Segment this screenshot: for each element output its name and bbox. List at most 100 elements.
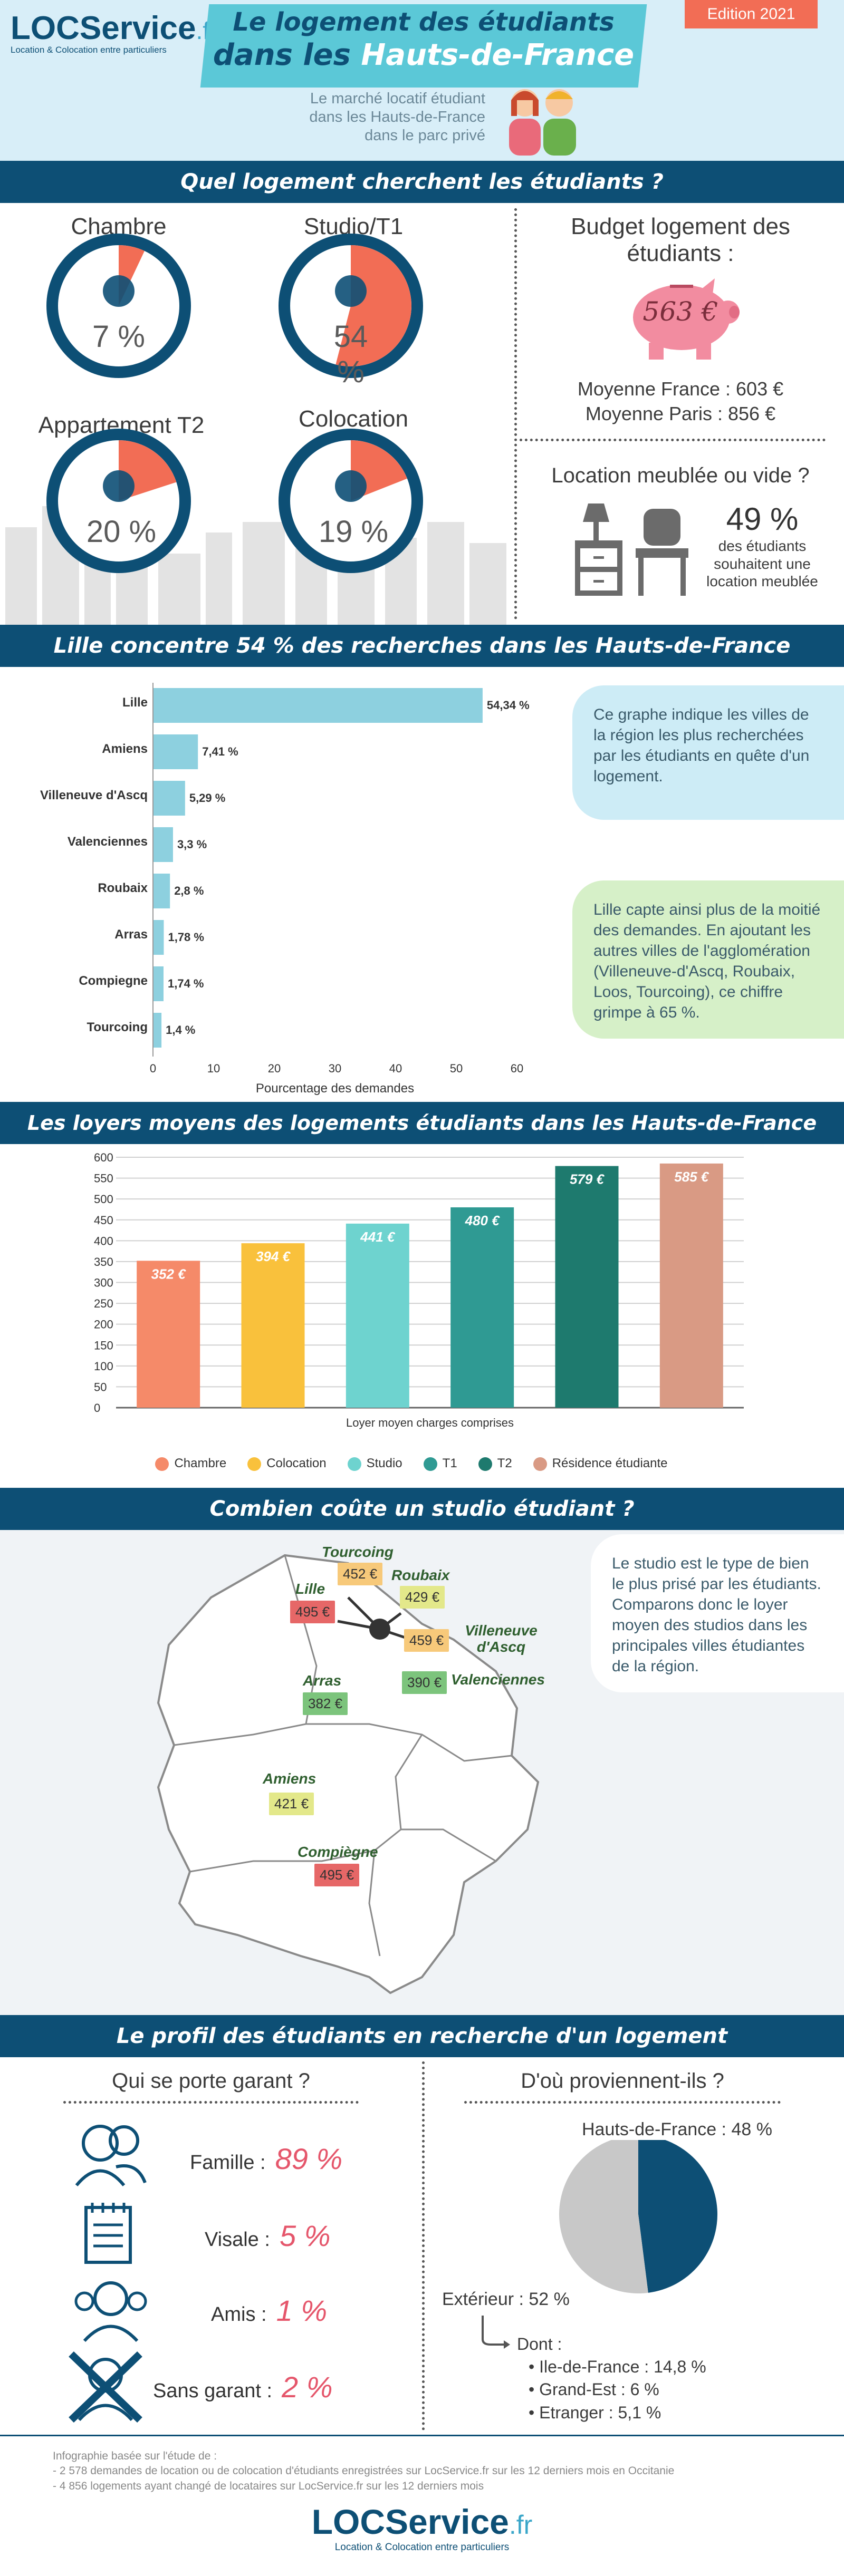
ring-icon-colocation (335, 470, 367, 502)
ring-icon-t2 (103, 470, 135, 502)
meuble-stat: 49 % des étudiants souhaitent une locati… (696, 501, 828, 590)
meuble-line3: location meublée (706, 573, 818, 590)
section4-note: Le studio est le type de bien le plus pr… (591, 1534, 844, 1692)
city-label-tourcoing: Tourcoing (322, 1544, 394, 1560)
hbar-category-label: Valenciennes (68, 835, 148, 849)
legend-swatch (347, 1457, 361, 1471)
moyenne-france: Moyenne France : 603 € (577, 378, 784, 400)
city-search-bar-chart: Lille 54,34 % Amiens 7,41 % Villeneuve d'Asc… (40, 683, 530, 1096)
origin-dont-item-1: • Ile-de-France : 14,8 % (529, 2357, 706, 2377)
hbar-x-tick: 50 (450, 1062, 463, 1075)
footer-logo[interactable]: LOCService.fr Location & Colocation entr… (0, 2502, 844, 2553)
legend-swatch (478, 1457, 492, 1471)
garant-value-sans: 2 % (282, 2370, 333, 2404)
hbar-bar (153, 874, 170, 908)
vbar-y-tick: 400 (94, 1234, 113, 1247)
garant-title: Qui se porte garant ? (112, 2069, 310, 2093)
section5-title: Le profil des étudiants en recherche d'u… (0, 2015, 844, 2057)
region-map (157, 1554, 540, 1994)
city-price-compiegne: 495 € (314, 1864, 360, 1886)
vbar-bar (659, 1163, 723, 1408)
vbar-x-axis-label: Loyer moyen charges comprises (346, 1416, 514, 1429)
edition-badge: Edition 2021 (685, 0, 818, 28)
type-label-colocation: Colocation (299, 406, 408, 432)
footer-logo-suffix: .fr (509, 2510, 533, 2540)
legend-label: Studio (366, 1456, 402, 1470)
garant-row-sans: Sans garant : 2 % (153, 2370, 333, 2404)
hbar-x-tick: 20 (268, 1062, 281, 1075)
vbar-y-tick: 550 (94, 1172, 113, 1185)
hbar-data-label: 5,29 % (189, 791, 226, 805)
origin-dont-label: Dont : (517, 2335, 562, 2354)
city-label-arras: Arras (303, 1672, 342, 1689)
city-price-tourcoing: 452 € (338, 1563, 383, 1585)
piggy-bank-icon (633, 278, 740, 360)
vbar-data-label: 352 € (151, 1266, 187, 1282)
budget-title-line1: Budget logement des (571, 214, 790, 239)
footer-logo-main: LOCService (311, 2502, 509, 2541)
section1-title: Quel logement cherchent les étudiants ? (0, 161, 844, 203)
hbar-category-label: Tourcoing (87, 1020, 148, 1034)
vbar-data-label: 441 € (360, 1229, 396, 1245)
city-price-arras: 382 € (303, 1692, 348, 1715)
footer-line2: - 2 578 demandes de location ou de coloc… (53, 2465, 675, 2477)
origin-dont-item-2: • Grand-Est : 6 % (529, 2380, 659, 2399)
origin-title-underline (464, 2101, 781, 2104)
type-pct-chambre: 7 % (92, 319, 145, 354)
hbar-x-axis-label: Pourcentage des demandes (256, 1081, 414, 1096)
hbar-data-label: 1,78 % (168, 931, 204, 944)
city-label-roubaix: Roubaix (391, 1567, 450, 1583)
ring-icon-chambre (103, 275, 135, 307)
arrow-icon (482, 2316, 510, 2349)
legend-swatch (247, 1457, 262, 1471)
rent-by-type-bar-chart: 0 50 100 150 200 250 300 350 400 450 500 550 600 352 … (94, 1151, 744, 1429)
pie-slice (638, 2135, 717, 2293)
garant-value-amis: 1 % (276, 2294, 328, 2327)
legend-label: Chambre (174, 1456, 227, 1470)
hbar-bar (153, 1013, 162, 1048)
no-guarantor-icon (69, 2351, 142, 2423)
origin-dont-item-1-text: Ile-de-France : 14,8 % (539, 2357, 706, 2377)
hbar-x-tick: 30 (329, 1062, 341, 1075)
logo-main: LOCService (11, 10, 196, 46)
city-price-amiens: 421 € (269, 1793, 314, 1815)
garant-label-visale: Visale : (205, 2229, 270, 2251)
meuble-title: Location meublée ou vide ? (551, 464, 810, 487)
section3-title: Les loyers moyens des logements étudiant… (0, 1102, 844, 1144)
subtitle-line3: dans le parc privé (365, 127, 485, 144)
footer-logo-tagline: Location & Colocation entre particuliers (334, 2542, 510, 2553)
hbar-data-label: 7,41 % (202, 745, 238, 758)
garant-label-sans: Sans garant : (153, 2380, 273, 2402)
vbar-y-tick: 200 (94, 1318, 113, 1331)
footer-rule (0, 2435, 844, 2436)
hbar-x-tick: 0 (150, 1062, 156, 1075)
hbar-data-label: 1,74 % (168, 977, 204, 990)
title-line2-highlight: Hauts-de-France (361, 38, 635, 72)
vbar-y-tick: 500 (94, 1193, 113, 1206)
subtitle-line2: dans les Hauts-de-France (309, 108, 485, 125)
vbar-data-label: 579 € (570, 1171, 605, 1187)
family-icon (75, 2125, 147, 2186)
hbar-x-tick: 40 (389, 1062, 402, 1075)
ring-slice-studio (335, 245, 411, 366)
city-price-lille: 495 € (290, 1601, 335, 1623)
hbar-bar (153, 920, 164, 955)
rent-chart-legend: Chambre Colocation Studio T1 T2 Résidence étu… (0, 1456, 844, 1471)
friends-icon (74, 2281, 147, 2342)
hbar-bar (153, 966, 164, 1001)
vbar-y-tick: 250 (94, 1297, 113, 1310)
section1-divider (514, 208, 517, 619)
origin-dont-item-3: • Etranger : 5,1 % (529, 2403, 661, 2422)
vbar-bar (241, 1243, 305, 1408)
students-illustration (509, 89, 576, 156)
hbar-category-label: Compiegne (79, 974, 148, 988)
garant-title-underline (63, 2101, 359, 2104)
legend-swatch (155, 1457, 169, 1471)
origin-dont-item-2-text: Grand-Est : 6 % (539, 2380, 659, 2399)
origin-label-hdf: Hauts-de-France : 48 % (578, 2119, 776, 2140)
vbar-bar (450, 1207, 514, 1408)
city-price-roubaix: 429 € (400, 1586, 445, 1609)
moyenne-paris: Moyenne Paris : 856 € (585, 402, 776, 424)
section4-title: Combien coûte un studio étudiant ? (0, 1488, 844, 1530)
header-logo[interactable]: LOCService.fr Location & Colocation entr… (11, 9, 217, 55)
